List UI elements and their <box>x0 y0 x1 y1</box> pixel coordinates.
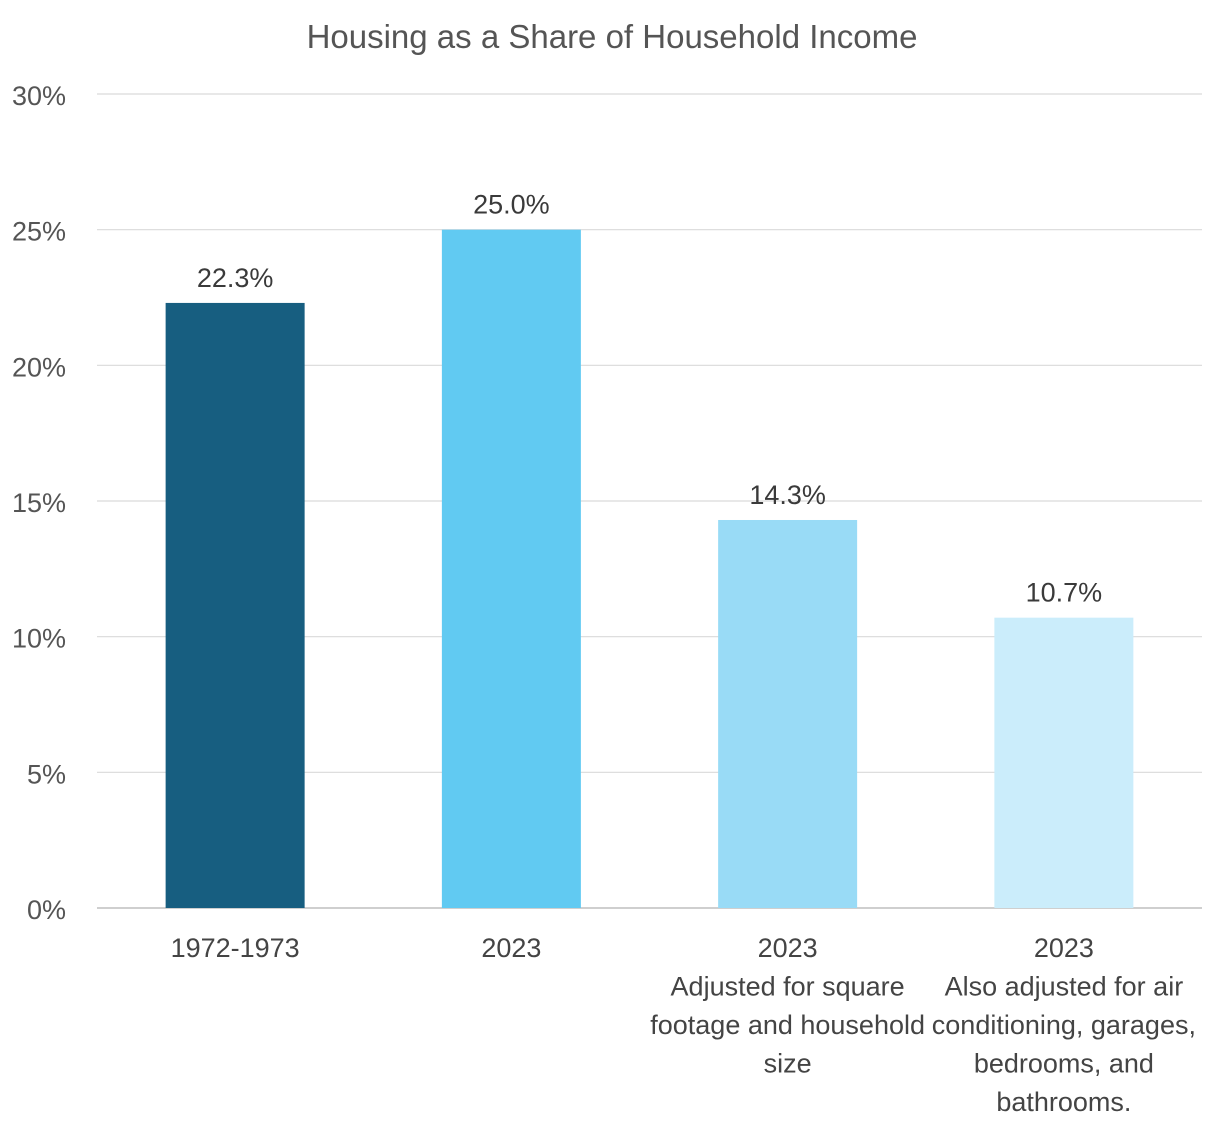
bar <box>718 519 858 908</box>
y-tick-label: 25% <box>12 217 66 247</box>
x-tick-label: bedrooms, and <box>974 1049 1154 1079</box>
x-tick-label: 1972-1973 <box>171 933 300 963</box>
y-tick-label: 20% <box>12 352 66 382</box>
bar <box>165 302 305 909</box>
x-tick-label: 2023 <box>1034 933 1094 963</box>
data-label: 25.0% <box>473 190 550 220</box>
data-label: 14.3% <box>749 480 826 510</box>
chart-title: Housing as a Share of Household Income <box>306 18 918 55</box>
x-tick-label: 2023 <box>481 933 541 963</box>
bar <box>441 229 581 908</box>
x-tick-label: size <box>764 1049 812 1079</box>
x-tick-label: bathrooms. <box>996 1087 1131 1117</box>
y-tick-label: 30% <box>12 81 66 111</box>
data-label: 22.3% <box>197 263 274 293</box>
x-tick-label: footage and household <box>650 1010 925 1040</box>
x-tick-label: Adjusted for square <box>671 972 905 1002</box>
x-tick-label: Also adjusted for air <box>945 972 1184 1002</box>
x-tick-label: conditioning, garages, <box>932 1010 1196 1040</box>
y-tick-label: 5% <box>27 759 66 789</box>
y-tick-label: 10% <box>12 624 66 654</box>
x-tick-label: 2023 <box>758 933 818 963</box>
y-tick-label: 15% <box>12 488 66 518</box>
bar <box>994 617 1134 908</box>
data-label: 10.7% <box>1026 578 1103 608</box>
y-tick-label: 0% <box>27 895 66 925</box>
